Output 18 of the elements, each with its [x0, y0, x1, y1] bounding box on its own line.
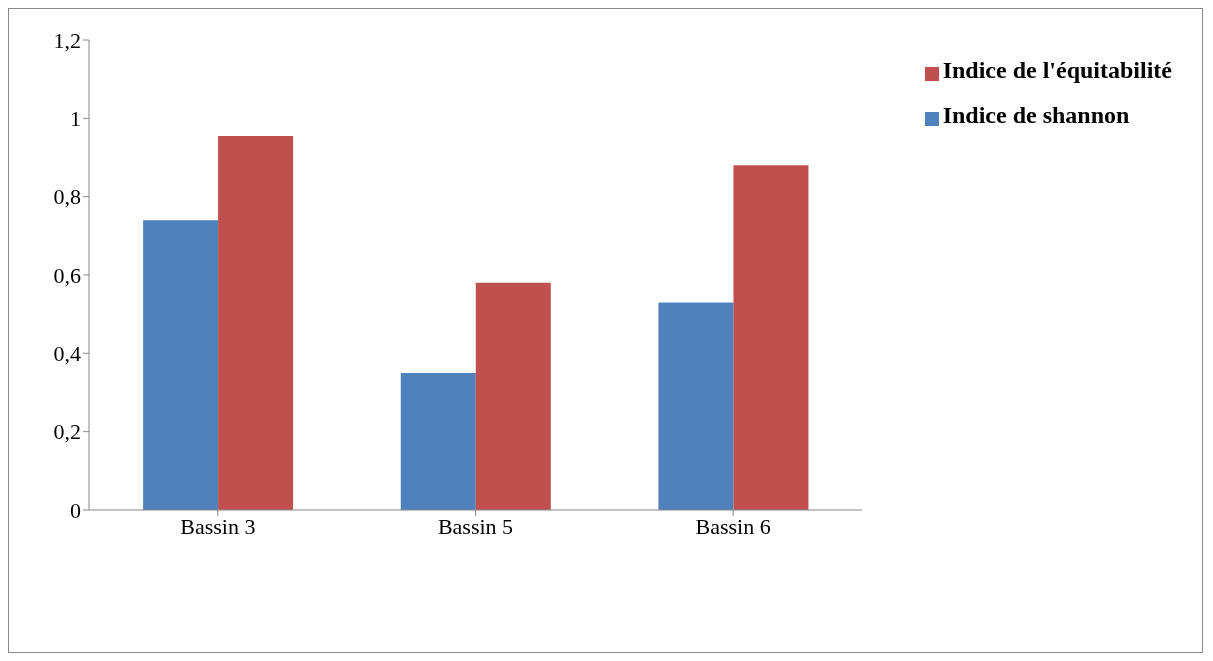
legend-label: Indice de shannon	[942, 102, 1130, 128]
x-tick-label: Bassin 3	[180, 513, 256, 539]
bar	[475, 282, 551, 510]
bar	[218, 135, 294, 510]
y-tick-label: 0,8	[53, 184, 81, 210]
y-tick-label: 0,2	[53, 419, 81, 445]
bar	[143, 220, 219, 510]
x-tick-label: Bassin 6	[695, 513, 771, 539]
x-tick-label: Bassin 5	[437, 513, 514, 539]
bar	[658, 302, 734, 510]
y-tick-label: 1,2	[53, 27, 81, 53]
y-tick-label: 0,6	[53, 262, 81, 288]
y-tick-label: 1	[70, 106, 81, 132]
bar	[733, 165, 809, 510]
y-tick-label: 0,4	[53, 341, 81, 367]
legend-label: Indice de l'équitabilité	[942, 57, 1172, 83]
bar	[400, 372, 476, 510]
y-tick-label: 0	[70, 497, 81, 523]
